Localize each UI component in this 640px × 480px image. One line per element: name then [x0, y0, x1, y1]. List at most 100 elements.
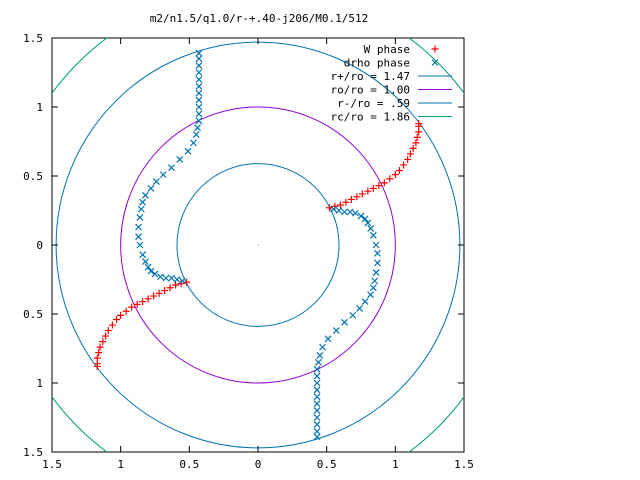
series-0-point-3 [342, 198, 350, 206]
series-1-point-10 [372, 241, 380, 249]
series-1-point-62 [194, 124, 201, 132]
y-tick-label-5: 1 [36, 377, 43, 390]
y-tick-label-1: 1 [36, 101, 43, 114]
series-1-point-63 [195, 117, 203, 125]
series-1-point-32 [313, 407, 321, 415]
y-tick-label-0: 1.5 [23, 32, 43, 45]
series-1-point-33 [313, 414, 321, 421]
series-0-point-28 [155, 289, 163, 297]
series-1-point-29 [313, 386, 321, 394]
x-tick-label-6: 1.5 [454, 458, 474, 471]
series-0-point-1 [331, 202, 339, 210]
series-1-point-13 [372, 269, 380, 277]
series-0-point-6 [358, 190, 366, 198]
series-1-point-19 [349, 311, 357, 319]
x-tick-label-0: 1.5 [42, 458, 62, 471]
series-1-point-0 [330, 205, 337, 213]
series-1-point-41 [157, 273, 164, 281]
series-1-point-8 [367, 225, 375, 232]
series-1-point-30 [313, 393, 321, 401]
series-1-point-16 [367, 291, 375, 299]
series-1-point-36 [313, 433, 321, 441]
series-1-point-27 [313, 372, 321, 380]
axis-ticks: 1.5 1 0.5 0 0.5 1 1.51.510.500.511.5 [23, 32, 474, 471]
legend-label-0: W phase [364, 43, 410, 56]
series-1-point-9 [369, 231, 377, 239]
series-1-point-53 [141, 191, 149, 199]
series-1-point-72 [195, 55, 203, 63]
series-1-point-49 [135, 223, 142, 231]
series-0-point-39 [102, 332, 110, 340]
series-0-point-19 [413, 133, 421, 141]
series-1-point-26 [313, 365, 321, 373]
series-0-point-31 [139, 298, 147, 306]
series-1-point-14 [371, 277, 379, 285]
legend-symbol-1 [431, 59, 439, 66]
series-1-point-68 [195, 82, 203, 90]
x-tick-label-2: 0.5 [179, 458, 199, 471]
series-1-point-69 [195, 75, 203, 83]
series-0-point-8 [369, 184, 377, 192]
series-0-point-40 [99, 338, 107, 346]
series-0-point-38 [104, 327, 112, 335]
series-0-point-4 [347, 195, 355, 203]
series-1-point-35 [313, 427, 321, 435]
x-tick-label-3: 0 [255, 458, 262, 471]
y-tick-label-3: 0 [36, 239, 43, 252]
series-1-point-65 [195, 103, 203, 111]
y-tick-label-4: 0.5 [23, 308, 43, 321]
series-0-point-29 [150, 292, 158, 300]
series-1-point-54 [147, 184, 155, 192]
circle-1 [120, 106, 396, 384]
series-0-point-34 [122, 307, 130, 315]
y-tick-label-6: 1.5 [23, 446, 43, 459]
series-0-point-11 [386, 175, 394, 183]
series-0-point-24 [177, 280, 185, 288]
series-1-point-3 [346, 208, 354, 216]
series-1-point-31 [313, 400, 321, 408]
series-0 [93, 120, 423, 370]
series-1-point-45 [141, 258, 149, 265]
series-1-point-60 [190, 139, 197, 147]
legend-label-2: r+/ro = 1.47 [331, 70, 410, 83]
series-1-point-24 [316, 351, 324, 359]
series-1-point-50 [136, 213, 144, 221]
series-0-point-12 [391, 171, 399, 179]
series-0-point-41 [96, 343, 104, 351]
series-1-point-11 [374, 249, 381, 257]
series-1-point-15 [369, 284, 377, 292]
series-0-point-10 [380, 179, 388, 187]
series-1 [135, 49, 381, 441]
series-0-point-5 [353, 193, 361, 201]
series-1-point-57 [168, 164, 175, 172]
series-0-point-14 [400, 161, 408, 169]
series-1-point-22 [324, 335, 332, 343]
center-dot [257, 244, 259, 246]
series-1-point-42 [151, 270, 159, 278]
series-0-point-35 [117, 311, 125, 319]
circle-3 [52, 38, 464, 452]
series-1-point-17 [361, 298, 369, 306]
circle-2 [176, 163, 340, 327]
series-1-point-18 [356, 305, 364, 312]
series-0-point-16 [406, 150, 414, 158]
series-1-point-37 [179, 277, 186, 285]
series-0-point-42 [95, 349, 103, 357]
series-1-point-21 [332, 327, 340, 334]
series-0-point-36 [113, 316, 121, 324]
series-0-point-7 [364, 187, 372, 195]
legend-label-1: drho phase [344, 57, 410, 70]
x-tick-label-4: 0.5 [317, 458, 337, 471]
series-1-point-71 [195, 62, 203, 70]
x-tick-label-5: 1 [392, 458, 399, 471]
x-tick-label-1: 1 [117, 458, 124, 471]
series-1-point-38 [173, 276, 181, 283]
series-1-point-51 [137, 205, 145, 213]
legend-symbol-0 [431, 45, 439, 53]
y-tick-label-2: 0.5 [23, 170, 43, 183]
series-0-point-2 [336, 201, 344, 209]
series-1-point-40 [162, 274, 170, 282]
series-1-point-7 [364, 219, 372, 227]
